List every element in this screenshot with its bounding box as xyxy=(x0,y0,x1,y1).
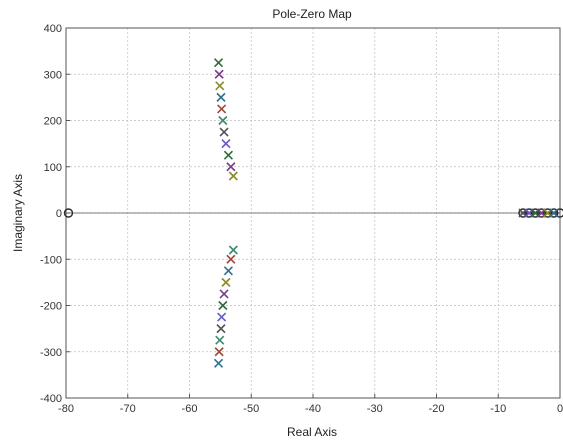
pole-marker xyxy=(216,324,226,334)
pole-marker xyxy=(223,150,233,160)
pole-marker xyxy=(215,335,225,345)
x-tick-label: -60 xyxy=(182,403,198,415)
pole-marker xyxy=(218,115,228,126)
x-tick-label: -40 xyxy=(305,403,321,415)
pole-marker xyxy=(216,92,226,102)
pole-marker xyxy=(213,358,224,368)
pole-marker xyxy=(214,347,224,357)
y-tick-label: -400 xyxy=(40,393,62,405)
zero-marker xyxy=(549,208,559,218)
pole-marker xyxy=(219,127,229,137)
zero-marker xyxy=(524,208,534,218)
x-tick-labels: -80 -70 -60 -50 -40 -30 -20 -10 0 xyxy=(58,394,563,415)
zero-marker xyxy=(536,208,547,218)
x-tick-label: -50 xyxy=(243,403,259,415)
x-tick-label: 0 xyxy=(557,403,563,415)
pole-marker xyxy=(228,171,238,181)
zero-marker xyxy=(530,208,540,218)
y-axis-label: Imaginary Axis xyxy=(11,174,25,252)
zero-marker xyxy=(518,208,528,218)
y-tick-label: 400 xyxy=(44,23,62,35)
pole-marker xyxy=(228,245,238,255)
zero-marker xyxy=(63,208,74,218)
pole-marker xyxy=(226,254,236,264)
pole-marker xyxy=(213,58,224,68)
pole-marker xyxy=(549,208,559,218)
pole-marker xyxy=(223,266,233,276)
y-tick-label: -200 xyxy=(40,301,62,313)
zero-marker xyxy=(555,208,563,218)
pole-marker xyxy=(214,69,224,79)
y-tick-label: -100 xyxy=(40,254,62,266)
pole-marker xyxy=(221,139,231,149)
pole-marker xyxy=(215,81,225,91)
y-tick-label: 300 xyxy=(44,69,62,81)
y-tick-label: -300 xyxy=(40,347,62,359)
x-axis-label: Real Axis xyxy=(287,425,337,439)
x-tick-label: -30 xyxy=(367,403,383,415)
y-tick-labels: -400 -300 -200 -100 0 100 200 300 400 xyxy=(40,23,70,405)
pole-zero-markers xyxy=(63,58,563,368)
pole-marker xyxy=(221,277,231,287)
pole-marker xyxy=(217,104,227,114)
x-tick-label: -10 xyxy=(490,403,506,415)
x-tick-label: -80 xyxy=(58,403,74,415)
x-tick-label: -20 xyxy=(429,403,445,415)
zero-marker xyxy=(542,208,553,218)
pole-marker xyxy=(217,312,227,322)
pole-marker xyxy=(218,300,228,311)
chart-title: Pole-Zero Map xyxy=(272,7,352,21)
x-tick-label: -70 xyxy=(120,403,136,415)
pole-marker xyxy=(226,162,236,172)
y-tick-label: 100 xyxy=(44,162,62,174)
pole-marker xyxy=(219,289,229,299)
y-tick-label: 200 xyxy=(44,116,62,128)
y-tick-label: 0 xyxy=(56,208,62,220)
